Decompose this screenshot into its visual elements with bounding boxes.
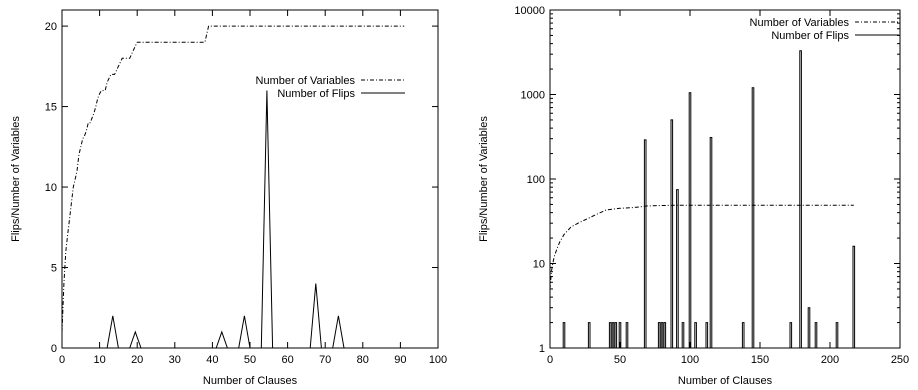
x-tick-label: 40 [206,354,218,366]
x-tick-label: 30 [169,354,181,366]
series-number-of-flips [62,90,345,349]
x-tick-label: 200 [821,354,839,366]
y-tick-label: 15 [45,102,57,114]
x-tick-label: 90 [394,354,406,366]
x-tick-label: 250 [891,354,909,366]
x-tick-label: 20 [131,354,143,366]
series-number-of-variables [549,204,854,289]
right-plot-frame [549,9,901,349]
y-tick-label: 10 [45,182,57,194]
left-y-axis-label: Flips/Number of Variables [10,116,22,242]
right-x-ticks: 0 50 100 150 200 250 [547,10,909,366]
x-tick-label: 50 [614,354,626,366]
y-tick-label: 100 [527,174,545,186]
y-tick-label: 20 [45,21,57,33]
left-x-ticks: 0 10 20 30 40 50 60 70 80 90 100 [59,10,447,366]
x-tick-label: 100 [681,354,699,366]
x-tick-label: 70 [319,354,331,366]
y-tick-label: 1 [539,343,545,355]
legend-label: Number of Flips [771,30,849,42]
left-x-axis-label: Number of Clauses [203,375,298,387]
legend-label: Number of Flips [277,88,355,100]
y-tick-label: 0 [51,343,57,355]
left-series-group [61,25,405,349]
series-number-of-flips [550,50,856,349]
x-tick-label: 80 [357,354,369,366]
legend-label: Number of Variables [750,17,850,29]
x-tick-label: 60 [281,354,293,366]
x-tick-label: 0 [59,354,65,366]
left-chart: 0 5 10 15 20 0 10 20 30 40 50 60 70 80 90 100 Number o… [10,9,447,387]
right-x-axis-label: Number of Clauses [678,375,773,387]
right-y-ticks: 1 10 100 1000 10000 [514,5,900,355]
x-tick-label: 10 [93,354,105,366]
y-tick-label: 5 [51,263,57,275]
right-series-group [549,50,856,349]
left-plot-frame [61,9,439,349]
right-chart: 1 10 100 1000 10000 0 50 100 150 200 250 Number o… [478,5,909,387]
x-tick-label: 100 [429,354,447,366]
y-tick-label: 1000 [521,90,545,102]
series-number-of-variables [61,25,405,332]
x-tick-label: 0 [547,354,553,366]
legend-label: Number of Variables [256,75,356,87]
y-tick-label: 10000 [514,5,545,17]
y-tick-label: 10 [533,259,545,271]
right-y-axis-label: Flips/Number of Variables [478,116,490,242]
left-y-ticks: 0 5 10 15 20 [45,21,438,355]
x-tick-label: 50 [244,354,256,366]
x-tick-label: 150 [751,354,769,366]
